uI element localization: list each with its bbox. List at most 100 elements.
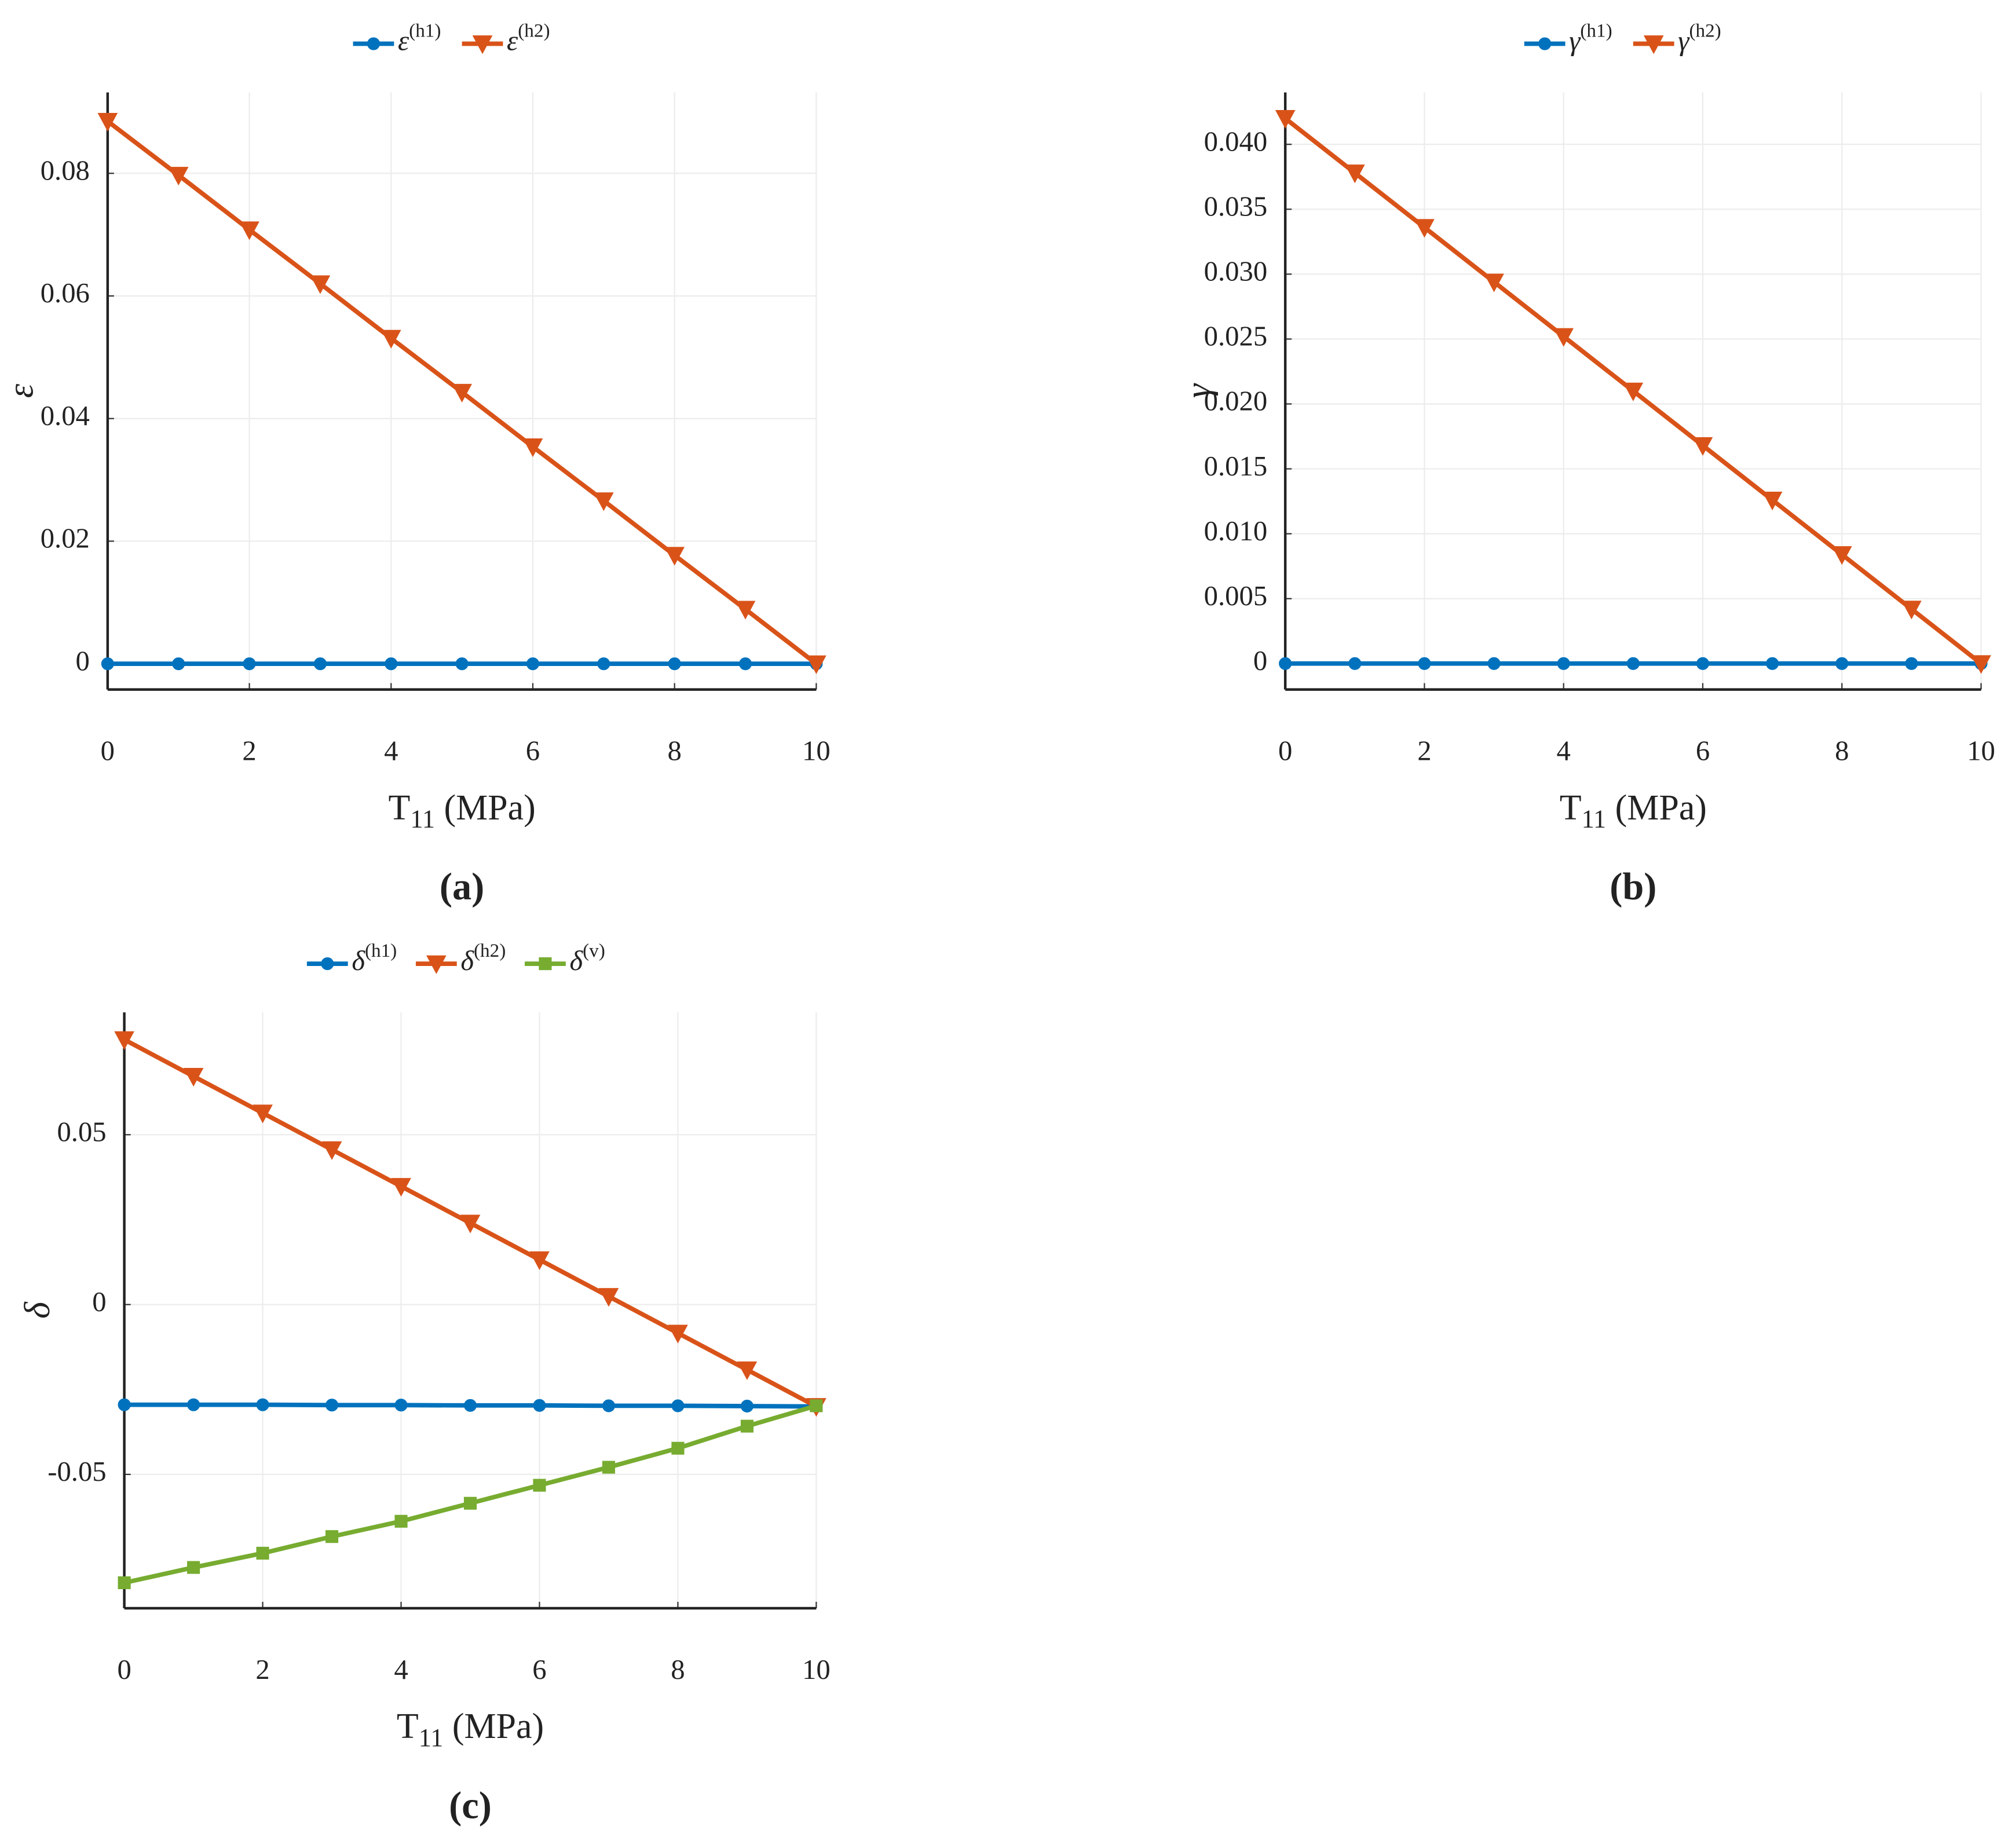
marker [101,657,114,671]
marker [1901,601,1922,620]
marker [737,1361,758,1381]
x-tick-label: 8 [671,1654,685,1685]
y-tick-label: 0.015 [1204,451,1267,482]
marker [1279,657,1292,670]
marker [118,1398,131,1411]
marker [1643,35,1664,54]
marker [1626,657,1640,670]
marker [539,957,552,971]
caption: (c) [449,1785,492,1827]
y-tick-label: 0.030 [1204,256,1267,287]
legend-label: δ(h1) [352,940,397,976]
x-axis-label: T11 (MPa) [1560,788,1707,833]
marker [602,1399,616,1412]
marker [740,1419,754,1433]
x-axis-label: T11 (MPa) [389,788,536,833]
marker [97,112,118,132]
marker [118,1576,131,1590]
x-tick-label: 0 [117,1654,131,1685]
marker [522,438,543,458]
marker [243,657,256,671]
marker [239,221,259,240]
x-axis-label: T11 (MPa) [397,1707,544,1752]
marker [367,37,381,50]
marker [1696,657,1710,670]
marker [168,167,189,186]
marker [602,1461,616,1474]
marker [310,275,331,294]
x-tick-label: 6 [532,1654,546,1685]
marker [1348,657,1362,670]
y-tick-label: 0.035 [1204,191,1267,222]
marker [1905,657,1918,670]
marker [313,657,327,671]
legend-label: γ(h1) [1569,20,1612,56]
marker [597,657,610,671]
x-tick-label: 4 [1557,735,1571,766]
marker [668,657,681,671]
marker [381,330,401,349]
marker [533,1399,546,1412]
marker [385,657,398,671]
y-tick-label: -0.05 [47,1456,106,1487]
y-tick-label: 0.08 [41,155,90,186]
x-tick-label: 8 [668,735,682,766]
marker [668,1324,688,1344]
caption: (b) [1610,866,1656,908]
marker [463,1399,477,1412]
marker [321,957,334,971]
marker [533,1479,546,1492]
marker [671,1441,685,1455]
marker [452,383,472,403]
y-tick-label: 0 [76,645,90,676]
y-tick-label: 0.06 [41,277,90,309]
x-tick-label: 10 [1967,735,1995,766]
y-tick-label: 0.020 [1204,386,1267,417]
marker [1623,382,1644,401]
x-tick-label: 6 [1696,735,1710,766]
y-tick-label: 0.025 [1204,321,1267,352]
marker [391,1178,411,1197]
x-tick-label: 6 [526,735,540,766]
marker [1762,491,1783,511]
marker [664,547,685,566]
y-axis-label: δ [18,1301,57,1319]
x-tick-label: 2 [255,1654,269,1685]
series-line [123,1403,817,1585]
x-tick-label: 8 [1835,735,1849,766]
marker [671,1399,685,1412]
legend-label: δ(h2) [460,940,506,976]
marker [529,1251,550,1270]
legend-label: ε(h1) [398,20,441,56]
marker [253,1104,273,1124]
marker [735,601,756,620]
marker [455,657,469,671]
y-tick-label: 0.05 [57,1116,106,1147]
y-tick-label: 0.040 [1204,126,1267,157]
marker [1487,657,1501,670]
marker [187,1561,200,1574]
marker [1971,655,1991,674]
y-tick-label: 0.010 [1204,515,1267,547]
x-tick-label: 4 [384,735,398,766]
marker [183,1068,204,1087]
marker [394,1399,408,1412]
marker [325,1399,339,1412]
marker [325,1530,339,1543]
x-tick-label: 10 [802,1654,831,1685]
marker [472,35,493,54]
marker [321,1141,342,1160]
marker [1538,37,1552,50]
marker [426,955,447,974]
y-tick-label: 0.02 [41,523,90,554]
x-tick-label: 10 [802,735,831,766]
marker [114,1031,134,1050]
legend-label: ε(h2) [507,20,550,56]
marker [394,1514,408,1528]
y-axis-label: ε [1,383,41,398]
legend-label: δ(v) [569,940,605,976]
marker [526,657,540,671]
marker [1766,657,1779,670]
